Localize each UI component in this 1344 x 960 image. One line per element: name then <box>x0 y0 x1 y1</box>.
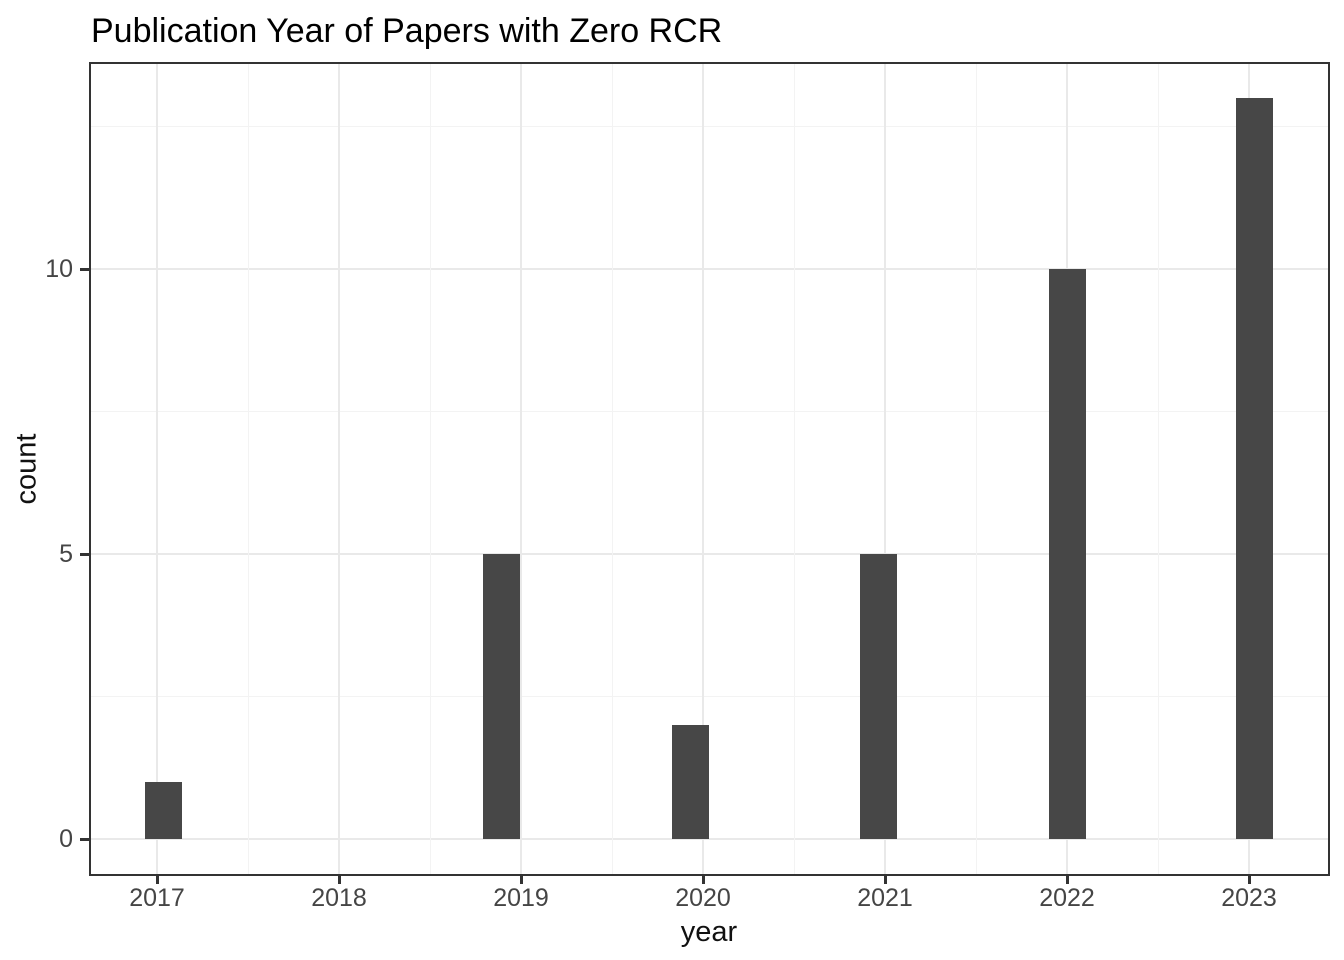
y-axis-title: count <box>10 433 43 505</box>
gridline-x-minor <box>793 62 795 876</box>
gridline-x-minor <box>611 62 613 876</box>
x-tick <box>1065 876 1069 884</box>
gridline-x-major <box>702 62 704 876</box>
x-tick-label: 2022 <box>1039 884 1095 912</box>
gridline-x-minor <box>429 62 431 876</box>
y-tick-label: 10 <box>45 255 73 283</box>
gridline-x-major <box>156 62 158 876</box>
x-tick <box>883 876 887 884</box>
x-tick-label: 2017 <box>129 884 185 912</box>
gridline-y-minor <box>89 696 1330 697</box>
gridline-x-minor <box>975 62 977 876</box>
x-axis-title: year <box>680 916 738 948</box>
x-tick <box>155 876 159 884</box>
y-tick <box>80 837 89 841</box>
gridline-x-minor <box>1157 62 1159 876</box>
x-tick-label: 2020 <box>675 884 731 912</box>
bar-2020 <box>671 725 709 839</box>
x-tick-label: 2018 <box>311 884 367 912</box>
x-tick <box>337 876 341 884</box>
x-tick-label: 2021 <box>857 884 913 912</box>
x-tick <box>519 876 523 884</box>
y-tick <box>80 267 89 271</box>
gridline-x-major <box>884 62 886 876</box>
x-tick-label: 2023 <box>1221 884 1277 912</box>
x-tick <box>1247 876 1251 884</box>
y-tick-label: 5 <box>59 540 73 568</box>
x-tick-label: 2019 <box>493 884 549 912</box>
bar-2019 <box>482 554 520 839</box>
y-tick <box>80 552 89 556</box>
bar-2022 <box>1048 269 1086 839</box>
x-tick <box>701 876 705 884</box>
y-tick-label: 0 <box>59 825 73 853</box>
bar-2023 <box>1235 98 1273 839</box>
chart-title: Publication Year of Papers with Zero RCR <box>91 12 723 50</box>
gridline-y-major <box>89 553 1330 555</box>
bar-2021 <box>860 554 897 839</box>
gridline-x-minor <box>247 62 249 876</box>
bar-2017 <box>145 782 182 839</box>
gridline-x-major <box>520 62 522 876</box>
plot-panel <box>89 62 1330 876</box>
gridline-y-major <box>89 268 1330 270</box>
gridline-y-minor <box>89 411 1330 412</box>
gridline-x-major <box>338 62 340 876</box>
gridline-y-minor <box>89 126 1330 127</box>
gridline-y-major <box>89 838 1330 840</box>
